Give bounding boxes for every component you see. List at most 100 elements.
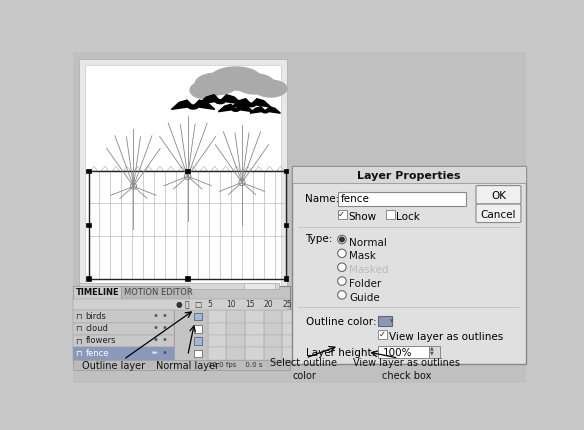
Circle shape	[338, 277, 346, 285]
Bar	[194, 350, 201, 357]
Text: Name:: Name:	[305, 194, 340, 204]
Text: ▾: ▾	[390, 318, 394, 324]
Text: 15: 15	[245, 300, 255, 309]
FancyBboxPatch shape	[476, 186, 521, 204]
Text: Outline color:: Outline color:	[305, 317, 376, 327]
Bar	[227, 310, 245, 322]
Text: •: •	[152, 311, 158, 321]
Text: 🔒: 🔒	[185, 300, 189, 309]
Text: Layer Properties: Layer Properties	[357, 171, 460, 181]
Bar	[208, 322, 227, 335]
Bar	[73, 299, 174, 363]
Bar	[263, 322, 282, 335]
Text: 10: 10	[227, 300, 236, 309]
Text: •: •	[161, 348, 167, 358]
Bar	[263, 335, 282, 347]
Bar	[284, 223, 288, 227]
Polygon shape	[250, 107, 265, 113]
Ellipse shape	[246, 102, 256, 108]
Bar	[73, 347, 174, 359]
Bar	[245, 347, 263, 359]
Text: ▲: ▲	[429, 346, 433, 350]
Ellipse shape	[255, 80, 287, 97]
Text: flowers: flowers	[85, 336, 116, 345]
Text: Layer height:: Layer height:	[305, 348, 375, 358]
Bar	[284, 169, 288, 173]
Circle shape	[340, 237, 344, 242]
Text: Outline layer: Outline layer	[82, 361, 145, 371]
Bar	[86, 169, 91, 173]
Text: 25: 25	[282, 300, 292, 309]
Polygon shape	[265, 107, 280, 113]
Circle shape	[338, 291, 346, 299]
Text: Normal: Normal	[349, 237, 387, 248]
Bar	[227, 347, 245, 359]
Polygon shape	[220, 95, 242, 104]
Text: Folder: Folder	[349, 279, 381, 289]
Bar	[378, 346, 429, 358]
Bar	[291, 166, 526, 182]
Text: birds: birds	[85, 312, 106, 321]
Text: 5: 5	[208, 300, 213, 309]
Ellipse shape	[187, 104, 199, 110]
Text: ⊓: ⊓	[75, 312, 82, 321]
Bar	[185, 276, 190, 281]
Text: View layer as outlines: View layer as outlines	[389, 332, 503, 342]
Bar	[208, 310, 227, 322]
Circle shape	[338, 249, 346, 258]
Bar	[73, 310, 174, 322]
Bar	[89, 171, 286, 279]
Text: Select outline
color: Select outline color	[270, 359, 338, 381]
FancyBboxPatch shape	[476, 204, 521, 223]
Text: Type:: Type:	[305, 234, 333, 245]
Ellipse shape	[190, 82, 220, 98]
Text: Show: Show	[348, 212, 376, 222]
Bar	[194, 325, 201, 333]
Text: 30: 30	[301, 300, 311, 309]
Ellipse shape	[195, 73, 238, 95]
Bar	[378, 330, 387, 339]
Polygon shape	[199, 95, 220, 104]
Text: Cancel: Cancel	[481, 210, 516, 220]
Text: OK: OK	[491, 191, 506, 201]
Bar	[338, 210, 346, 219]
Bar	[282, 310, 301, 322]
Bar	[185, 169, 190, 173]
Polygon shape	[236, 104, 253, 112]
Ellipse shape	[231, 108, 240, 112]
Bar	[194, 313, 201, 320]
Text: fence: fence	[341, 194, 370, 204]
Bar	[282, 347, 301, 359]
Text: TIMELINE: TIMELINE	[76, 288, 120, 297]
Text: ⊓: ⊓	[75, 349, 82, 358]
Text: 12.0 fps    0.0 s: 12.0 fps 0.0 s	[208, 362, 262, 369]
Bar	[85, 65, 281, 287]
Bar	[208, 335, 227, 347]
Bar	[386, 210, 395, 219]
Ellipse shape	[236, 74, 274, 94]
Bar	[86, 276, 91, 281]
Bar	[263, 310, 282, 322]
Bar	[227, 335, 245, 347]
Text: •: •	[161, 311, 167, 321]
Bar	[284, 276, 288, 281]
Text: ▼: ▼	[429, 350, 433, 355]
Text: •: •	[161, 323, 167, 333]
Text: Lock: Lock	[396, 212, 420, 222]
Text: ✓: ✓	[338, 210, 345, 219]
Bar	[194, 337, 201, 345]
Bar	[429, 346, 440, 358]
Text: Mask: Mask	[349, 252, 376, 261]
Bar	[245, 322, 263, 335]
Text: Normal layer: Normal layer	[156, 361, 219, 371]
Bar	[245, 335, 263, 347]
Bar	[73, 286, 290, 363]
Bar	[73, 359, 290, 370]
Ellipse shape	[215, 99, 225, 104]
Bar	[245, 310, 263, 322]
Ellipse shape	[262, 110, 269, 114]
Bar	[244, 283, 274, 289]
Polygon shape	[218, 104, 236, 112]
Bar	[205, 310, 290, 359]
Text: fence: fence	[85, 349, 109, 358]
